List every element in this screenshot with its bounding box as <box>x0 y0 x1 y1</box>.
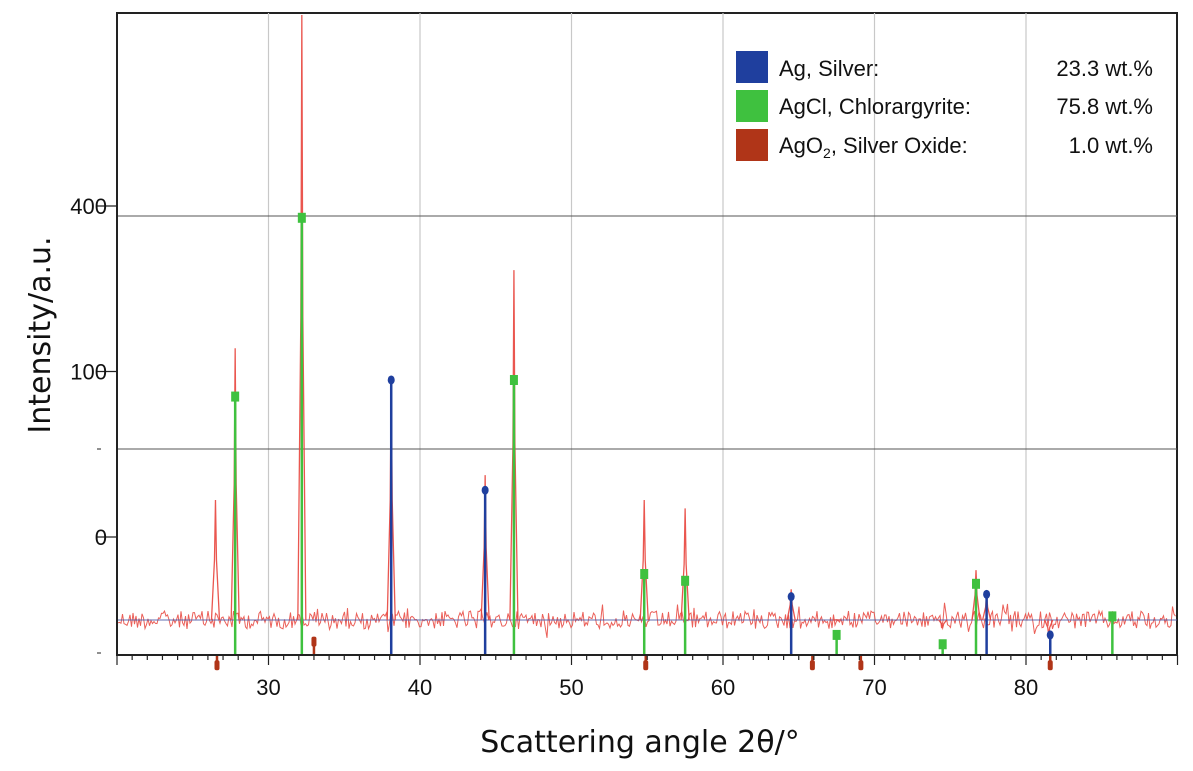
ago2-peak-marker-head <box>311 636 317 647</box>
legend-label-ag: Ag, Silver: <box>779 56 879 81</box>
ag-peak-marker-head <box>983 589 991 599</box>
x-axis-title: Scattering angle 2θ/° <box>480 725 799 760</box>
observed-peak <box>210 499 221 621</box>
legend: Ag, Silver: 23.3 wt.% AgCl, Chlorargyrit… <box>736 51 1153 161</box>
legend-value-ago2: 1.0 wt.% <box>1069 133 1153 158</box>
observed-pattern-noise <box>117 602 1177 638</box>
ago2-peak-marker-head <box>214 660 220 671</box>
observed-peak <box>509 270 519 621</box>
y-tick-label: 400 <box>70 194 107 219</box>
y-axis-title: Intensity/a.u. <box>23 236 58 433</box>
ag-peak-marker-head <box>481 485 489 495</box>
axes: 30 40 50 60 70 80 0 100 400 <box>70 13 1179 700</box>
x-tick-label: 80 <box>1014 675 1038 700</box>
observed-peak <box>938 619 948 631</box>
legend-swatch-ago2 <box>736 129 768 161</box>
ago2-peak-marker-head <box>643 660 649 671</box>
legend-value-agcl: 75.8 wt.% <box>1056 94 1153 119</box>
legend-label-ago2-name: , Silver Oxide: <box>831 133 968 158</box>
x-tick-label: 30 <box>256 675 280 700</box>
ag-peak-marker-head <box>1046 630 1054 640</box>
legend-label-ago2: AgO2, Silver Oxide: <box>779 133 968 161</box>
ag-peak-marker-head <box>787 592 795 602</box>
observed-peak <box>480 475 490 621</box>
observed-peak <box>971 570 981 621</box>
reference-peak-markers <box>214 212 1117 671</box>
legend-label-agcl: AgCl, Chlorargyrite: <box>779 94 971 119</box>
agcl-peak-marker-head <box>832 629 841 640</box>
agcl-peak-marker-head <box>231 391 240 402</box>
legend-swatch-ag <box>736 51 768 83</box>
observed-peak <box>786 589 796 621</box>
agcl-peak-marker-head <box>297 212 306 223</box>
x-tick-label: 50 <box>559 675 583 700</box>
agcl-peak-marker-head <box>640 569 649 580</box>
legend-label-ago2-formula: AgO <box>779 133 823 158</box>
agcl-peak-marker-head <box>1108 611 1117 622</box>
grid-lines <box>117 13 1177 655</box>
legend-label-ago2-subscript: 2 <box>823 145 831 161</box>
agcl-peak-marker-head <box>972 578 981 589</box>
legend-swatch-agcl <box>736 90 768 122</box>
agcl-peak-marker-head <box>509 374 518 385</box>
ago2-peak-marker-head <box>1047 660 1053 671</box>
observed-peak <box>230 348 240 621</box>
ago2-peak-marker-head <box>858 660 864 671</box>
plot-frame <box>116 12 1178 656</box>
agcl-peak-marker-head <box>681 575 690 586</box>
legend-value-ag: 23.3 wt.% <box>1056 56 1153 81</box>
agcl-peak-marker-head <box>938 639 947 650</box>
observed-peak <box>639 499 649 621</box>
x-tick-label: 70 <box>862 675 886 700</box>
ag-peak-marker-head <box>387 375 395 385</box>
x-tick-label: 60 <box>711 675 735 700</box>
ago2-peak-marker-head <box>809 660 815 671</box>
observed-peak <box>297 14 307 621</box>
x-tick-label: 40 <box>408 675 432 700</box>
y-tick-label: 100 <box>70 360 107 385</box>
y-tick-label: 0 <box>95 525 107 550</box>
